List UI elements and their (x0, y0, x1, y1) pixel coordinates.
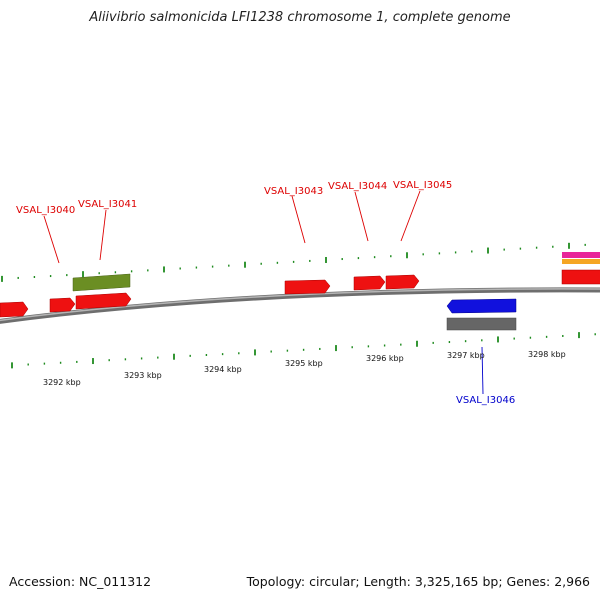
scale-label: 3297 kbp (447, 351, 485, 360)
gene-label-vsal-i3045[interactable]: VSAL_I3045 (393, 180, 452, 191)
gene-box-orange[interactable] (562, 259, 600, 264)
reverse-genes (446, 298, 517, 331)
gene-label-vsal-i3043[interactable]: VSAL_I3043 (264, 186, 323, 197)
chromosome-backbone (0, 287, 600, 324)
inner-tick-ring (11, 332, 596, 369)
accession-text: Accession: NC_011312 (9, 574, 152, 589)
gene-label-leaders (43, 190, 484, 395)
gene-arrow[interactable] (75, 292, 132, 310)
gene-arrow[interactable] (49, 297, 76, 313)
gene-arrow[interactable] (0, 301, 29, 318)
topology-stats-text: Topology: circular; Length: 3,325,165 bp… (246, 574, 590, 589)
outer-tick-ring (1, 242, 586, 282)
scale-label: 3294 kbp (204, 365, 242, 374)
gene-arrow[interactable] (284, 279, 331, 295)
gene-box-magenta[interactable] (562, 252, 600, 258)
scale-labels: 3292 kbp 3293 kbp 3294 kbp 3295 kbp 3296… (43, 350, 566, 387)
scale-label: 3296 kbp (366, 354, 404, 363)
scale-label: 3292 kbp (43, 378, 81, 387)
gene-label-vsal-i3044[interactable]: VSAL_I3044 (328, 181, 387, 192)
gene-arrow[interactable] (385, 274, 420, 290)
gene-label-vsal-i3040[interactable]: VSAL_I3040 (16, 205, 75, 216)
scale-label: 3293 kbp (124, 371, 162, 380)
gene-box[interactable] (561, 269, 600, 285)
gene-box-gray[interactable] (446, 317, 517, 331)
gene-arrow-reverse[interactable] (446, 298, 517, 314)
forward-genes (0, 252, 600, 318)
scale-label: 3295 kbp (285, 359, 323, 368)
chromosome-backbone-highlight (0, 288, 600, 322)
scale-label: 3298 kbp (528, 350, 566, 359)
gene-label-vsal-i3041[interactable]: VSAL_I3041 (78, 199, 137, 210)
gene-label-vsal-i3046[interactable]: VSAL_I3046 (456, 395, 515, 406)
gene-box-olive[interactable] (72, 273, 131, 292)
gene-arrow[interactable] (353, 275, 386, 291)
map-title: Aliivibrio salmonicida LFI1238 chromosom… (89, 10, 511, 25)
gene-labels: VSAL_I3040 VSAL_I3041 VSAL_I3043 VSAL_I3… (16, 180, 515, 406)
